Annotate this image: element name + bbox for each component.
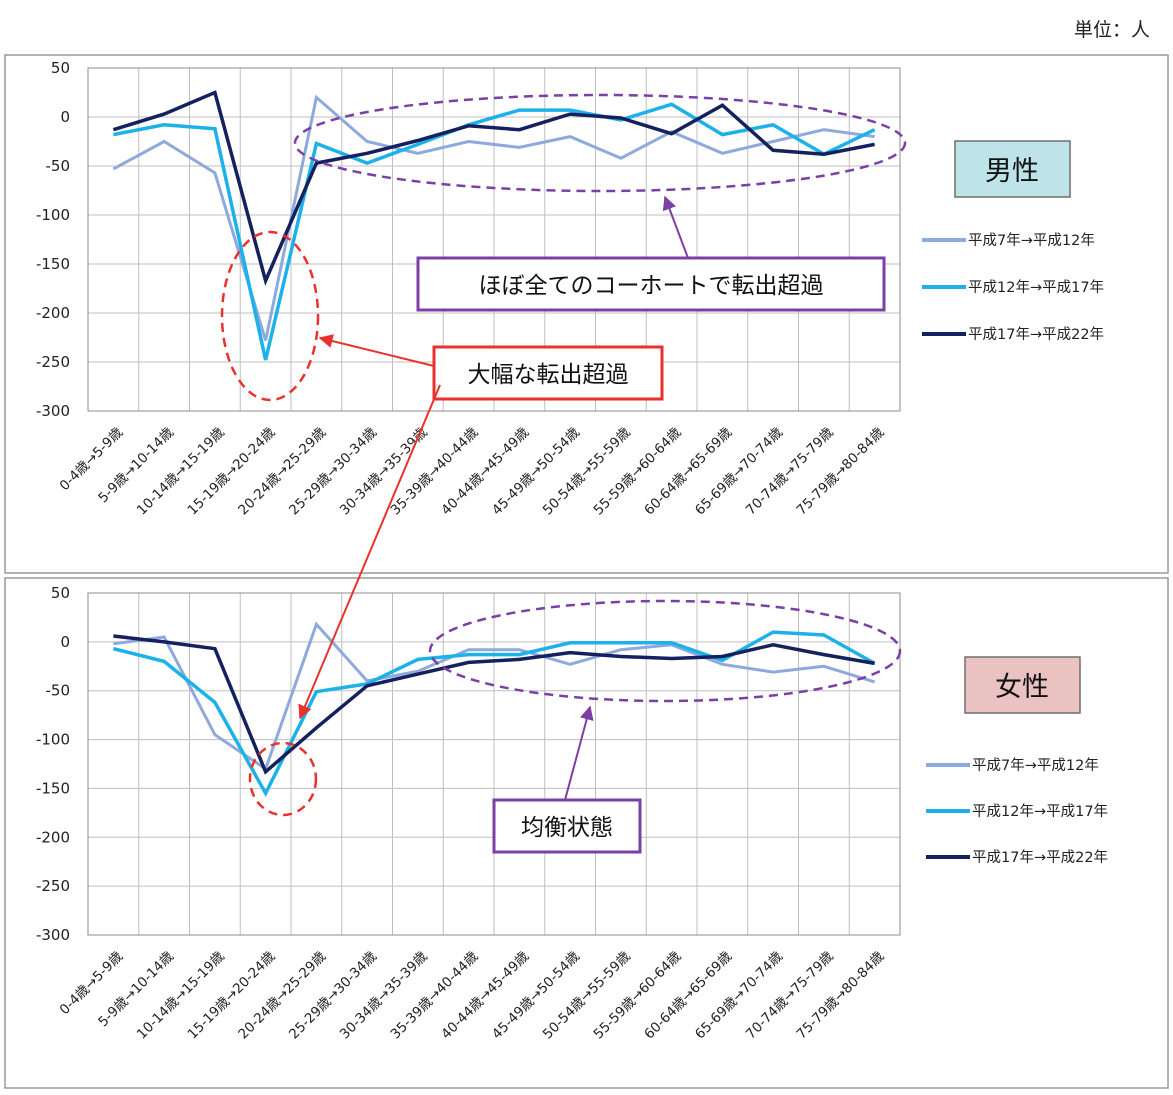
male-legend-label: 平成12年→平成17年 (968, 279, 1104, 296)
male-y-tick-label: -200 (36, 304, 70, 322)
female-series-line-3 (113, 634, 875, 775)
female-region-arrow (564, 705, 594, 801)
female-highlight-ellipse (248, 741, 318, 817)
female-badge-text: 女性 (995, 672, 1049, 703)
female-y-tick-label: -150 (36, 779, 70, 797)
male-series-line-1 (112, 94, 875, 341)
male-y-tick-label: -50 (46, 157, 71, 175)
male-region-ellipse (293, 93, 907, 193)
female-y-tick-label: 0 (60, 633, 70, 651)
male-region-arrow (662, 195, 689, 259)
female-legend-label: 平成17年→平成22年 (972, 849, 1108, 866)
female-region-ellipse (428, 599, 902, 703)
female-series-line-2 (112, 630, 876, 798)
male-annotations: ほぼ全てのコーホートで転出超過 大幅な転出超過 男性 (220, 93, 1071, 720)
male-series-line-3 (112, 90, 875, 287)
male-region-callout-text: ほぼ全てのコーホートで転出超過 (479, 273, 824, 299)
male-y-tick-label: -250 (36, 353, 70, 371)
female-y-tick-label: 50 (51, 584, 70, 602)
male-y-tick-label: -100 (36, 206, 70, 224)
female-annotations: 均衡状態 女性 (248, 599, 1081, 854)
female-series-line-1 (113, 621, 876, 772)
highlight-callout-box (432, 345, 664, 401)
male-y-tick-label: -150 (36, 255, 70, 273)
highlight-callout-text: 大幅な転出超過 (468, 362, 629, 388)
male-plot-area (87, 67, 901, 412)
female-region-callout-box (492, 798, 642, 854)
female-plot-area (87, 592, 901, 936)
female-y-tick-label: -250 (36, 877, 70, 895)
male-legend-label: 平成17年→平成22年 (968, 326, 1104, 343)
female-y-tick-label: -200 (36, 828, 70, 846)
male-highlight-ellipse (220, 230, 320, 402)
highlight-arrow-male (318, 334, 435, 367)
male-y-tick-label: -300 (36, 402, 70, 420)
male-panel-frame (4, 54, 1169, 574)
female-region-callout-text: 均衡状態 (521, 815, 613, 841)
male-badge-text: 男性 (985, 156, 1039, 187)
female-legend-label: 平成12年→平成17年 (972, 803, 1108, 820)
highlight-arrow-female (298, 384, 441, 720)
male-y-tick-label: 50 (51, 59, 70, 77)
male-region-callout-box (416, 256, 886, 312)
female-legend-label: 平成7年→平成12年 (972, 757, 1099, 774)
female-y-tick-label: -300 (36, 926, 70, 944)
male-legend-label: 平成7年→平成12年 (968, 232, 1095, 249)
male-badge (954, 140, 1071, 198)
unit-label: 単位：人 (1074, 19, 1150, 41)
female-y-tick-label: -50 (46, 682, 71, 700)
male-y-tick-label: 0 (60, 108, 70, 126)
female-y-tick-label: -100 (36, 731, 70, 749)
female-badge (964, 656, 1081, 714)
